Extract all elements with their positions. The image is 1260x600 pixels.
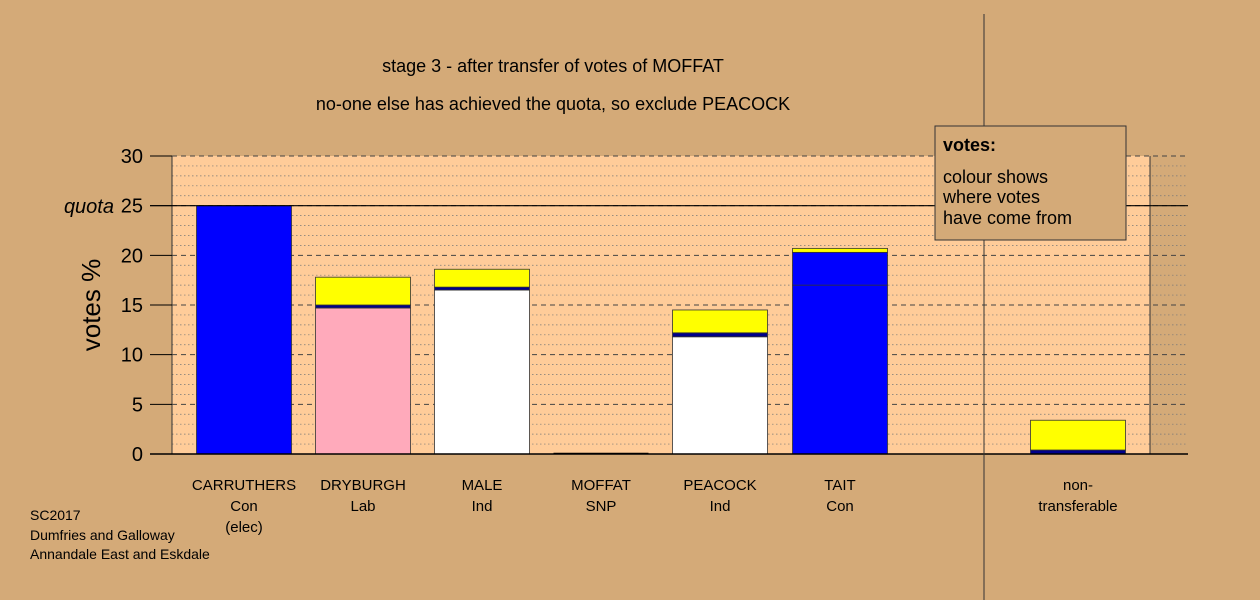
x-axis-labels: CARRUTHERS Con (elec) DRYBURGH Lab MALE Ind MOF… [192,477,1118,536]
bar-segment [672,332,768,338]
bar-segment [672,309,768,334]
x-tick-label: Con [826,498,854,515]
source-line-2: Dumfries and Galloway [30,527,175,543]
x-tick-label: transferable [1038,498,1117,515]
legend-box [934,125,1127,241]
x-tick-label: non- [1063,477,1093,494]
bar-segment [434,286,530,291]
bar-segment [1030,419,1126,451]
y-tick-label: 15 [121,295,143,317]
legend: votes: colour shows where votes have com… [934,125,1127,241]
source-line-1: SC2017 [30,507,81,523]
bar-segment [434,289,530,455]
x-tick-label: Ind [472,498,493,515]
y-tick-label: 10 [121,345,143,367]
y-tick-label: 20 [121,245,143,267]
y-axis-label: votes % [76,259,106,352]
bar-segment [315,276,411,306]
y-tick-label: 30 [121,146,143,168]
bar-segment [315,307,411,455]
legend-line-2: where votes [942,187,1040,207]
quota-label: quota [64,196,114,218]
legend-title: votes: [943,135,996,155]
x-tick-label: SNP [586,498,617,515]
legend-line-3: have come from [943,208,1072,228]
chart-title: stage 3 - after transfer of votes of MOF… [382,56,724,76]
bar-segment [792,247,888,253]
bar-segment [792,284,888,455]
bar-segment [315,304,411,309]
x-tick-label: MALE [462,477,503,494]
y-tick-label: 5 [132,394,143,416]
bar-segment [672,336,768,455]
y-axis-ticks: 0 5 10 15 20 25 30 [121,146,172,466]
x-tick-label: DRYBURGH [320,477,406,494]
chart-subtitle: no-one else has achieved the quota, so e… [316,94,790,114]
legend-line-1: colour shows [943,167,1048,187]
bar-segment [434,268,530,288]
y-tick-label: 25 [121,196,143,218]
bar-segment [196,205,292,455]
bar-segment [792,251,888,286]
x-tick-label: MOFFAT [571,477,631,494]
x-tick-label: Lab [350,498,375,515]
x-tick-label: CARRUTHERS [192,477,296,494]
x-tick-label: TAIT [824,477,855,494]
bars-group [196,205,1126,455]
x-tick-label: PEACOCK [683,477,756,494]
x-tick-label: Ind [710,498,731,515]
source-line-3: Annandale East and Eskdale [30,546,210,562]
x-tick-label: (elec) [225,519,263,536]
y-tick-label: 0 [132,444,143,466]
x-tick-label: Con [230,498,258,515]
